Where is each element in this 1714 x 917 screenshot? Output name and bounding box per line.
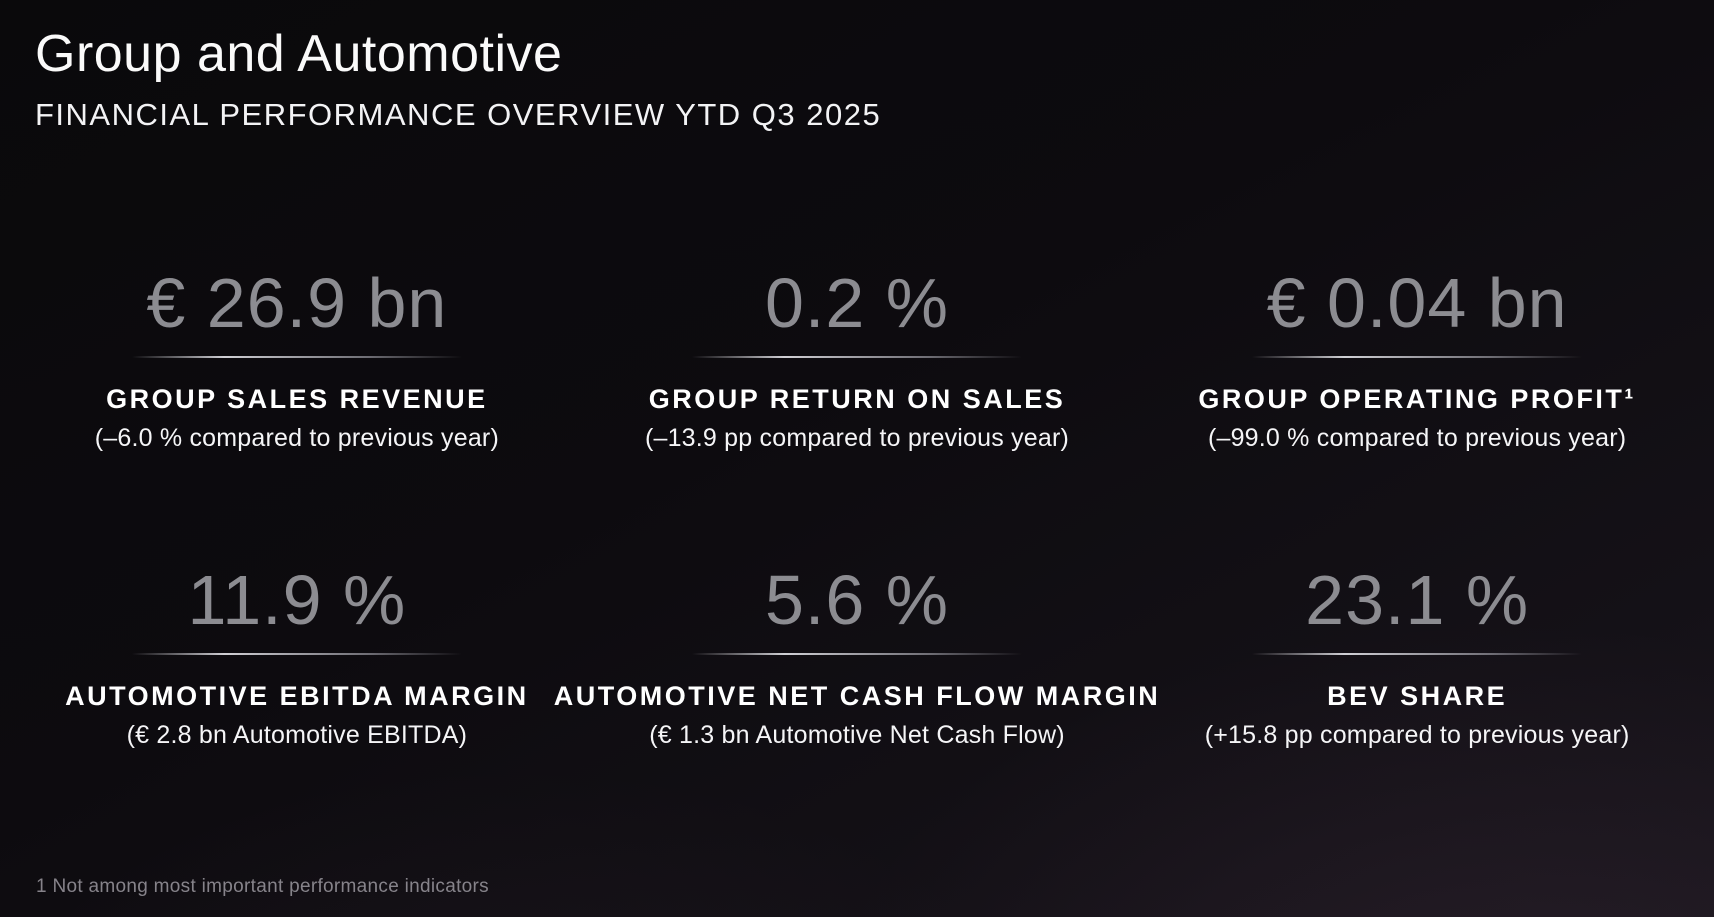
kpi-automotive-net-cash-flow-margin: 5.6 % AUTOMOTIVE NET CASH FLOW MARGIN (€… bbox=[554, 565, 1160, 750]
kpi-value: 23.1 % bbox=[1305, 561, 1530, 639]
kpi-divider bbox=[1252, 356, 1583, 358]
slide-subtitle: FINANCIAL PERFORMANCE OVERVIEW YTD Q3 20… bbox=[35, 97, 882, 133]
kpi-value: 11.9 % bbox=[187, 561, 407, 639]
kpi-label: AUTOMOTIVE NET CASH FLOW MARGIN bbox=[553, 681, 1161, 711]
kpi-subcaption: (–6.0 % compared to previous year) bbox=[94, 424, 499, 452]
kpi-subcaption: (€ 2.8 bn Automotive EBITDA) bbox=[126, 721, 468, 749]
kpi-value: € 0.04 bn bbox=[1266, 264, 1568, 342]
kpi-automotive-ebitda-margin: 11.9 % AUTOMOTIVE EBITDA MARGIN (€ 2.8 b… bbox=[40, 565, 554, 750]
kpi-divider bbox=[1252, 653, 1583, 655]
slide-header: Group and Automotive FINANCIAL PERFORMAN… bbox=[35, 25, 882, 133]
kpi-divider bbox=[691, 356, 1022, 358]
kpi-bev-share: 23.1 % BEV SHARE (+15.8 pp compared to p… bbox=[1160, 565, 1674, 750]
kpi-label: GROUP SALES REVENUE bbox=[106, 384, 488, 414]
kpi-group-return-on-sales: 0.2 % GROUP RETURN ON SALES (–13.9 pp co… bbox=[554, 268, 1160, 453]
kpi-divider bbox=[131, 356, 462, 358]
kpi-group-operating-profit: € 0.04 bn GROUP OPERATING PROFIT¹ (–99.0… bbox=[1160, 268, 1674, 453]
slide-footnote: 1 Not among most important performance i… bbox=[36, 876, 489, 897]
kpi-subcaption: (–13.9 pp compared to previous year) bbox=[644, 424, 1070, 452]
kpi-group-sales-revenue: € 26.9 bn GROUP SALES REVENUE (–6.0 % co… bbox=[40, 268, 554, 453]
kpi-subcaption: (€ 1.3 bn Automotive Net Cash Flow) bbox=[649, 721, 1065, 749]
kpi-value: 5.6 % bbox=[764, 561, 949, 639]
kpi-value: 0.2 % bbox=[764, 264, 949, 342]
kpi-label: AUTOMOTIVE EBITDA MARGIN bbox=[65, 681, 529, 711]
kpi-label: BEV SHARE bbox=[1327, 681, 1508, 711]
kpi-divider bbox=[131, 653, 462, 655]
kpi-label: GROUP RETURN ON SALES bbox=[648, 384, 1066, 414]
kpi-grid: € 26.9 bn GROUP SALES REVENUE (–6.0 % co… bbox=[0, 268, 1714, 750]
kpi-label: GROUP OPERATING PROFIT¹ bbox=[1198, 384, 1636, 414]
slide-title: Group and Automotive bbox=[35, 25, 563, 83]
kpi-subcaption: (+15.8 pp compared to previous year) bbox=[1204, 721, 1630, 749]
kpi-divider bbox=[691, 653, 1022, 655]
kpi-subcaption: (–99.0 % compared to previous year) bbox=[1207, 424, 1627, 452]
kpi-value: € 26.9 bn bbox=[146, 264, 448, 342]
